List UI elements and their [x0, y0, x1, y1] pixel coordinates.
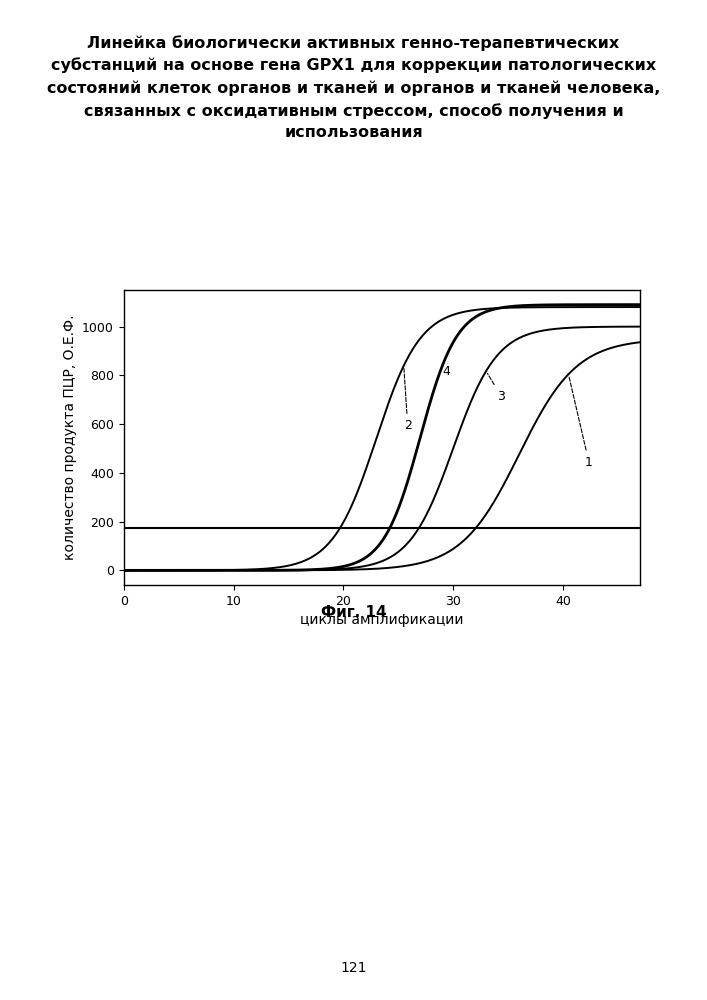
Text: Фиг. 14: Фиг. 14: [321, 605, 386, 620]
Text: 121: 121: [340, 961, 367, 975]
Y-axis label: количество продукта ПЦР, О.Е.Ф.: количество продукта ПЦР, О.Е.Ф.: [63, 315, 76, 560]
Text: 2: 2: [404, 368, 411, 432]
Text: Линейка биологически активных генно-терапевтических
субстанций на основе гена GP: Линейка биологически активных генно-тера…: [47, 35, 660, 140]
X-axis label: циклы амплификации: циклы амплификации: [300, 613, 464, 627]
Text: 3: 3: [488, 373, 505, 403]
Text: 1: 1: [569, 377, 592, 469]
Text: 4: 4: [437, 365, 450, 381]
